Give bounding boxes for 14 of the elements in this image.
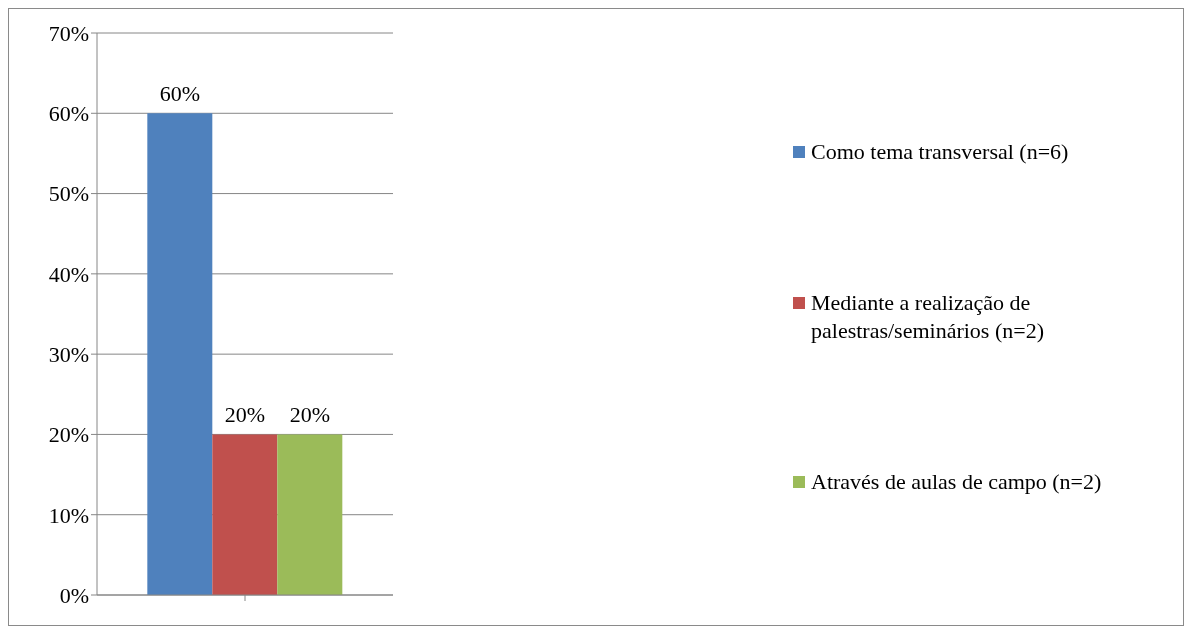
y-tick-label: 50% xyxy=(48,181,89,207)
legend-label: Como tema transversal (n=6) xyxy=(811,138,1069,167)
y-tick-label: 10% xyxy=(48,502,89,528)
legend-label: Mediante a realização de palestras/seminários (n=2) xyxy=(811,289,1045,345)
data-label: 20% xyxy=(224,402,265,428)
data-label: 60% xyxy=(159,81,200,107)
y-tick-label: 20% xyxy=(48,422,89,448)
y-tick-label: 30% xyxy=(48,341,89,367)
legend-label: Através de aulas de campo (n=2) xyxy=(811,467,1102,496)
y-tick-label: 60% xyxy=(48,101,89,127)
y-tick-label: 70% xyxy=(48,20,89,46)
y-tick-label: 0% xyxy=(59,582,89,608)
y-tick-label: 40% xyxy=(48,261,89,287)
data-label: 20% xyxy=(289,402,330,428)
